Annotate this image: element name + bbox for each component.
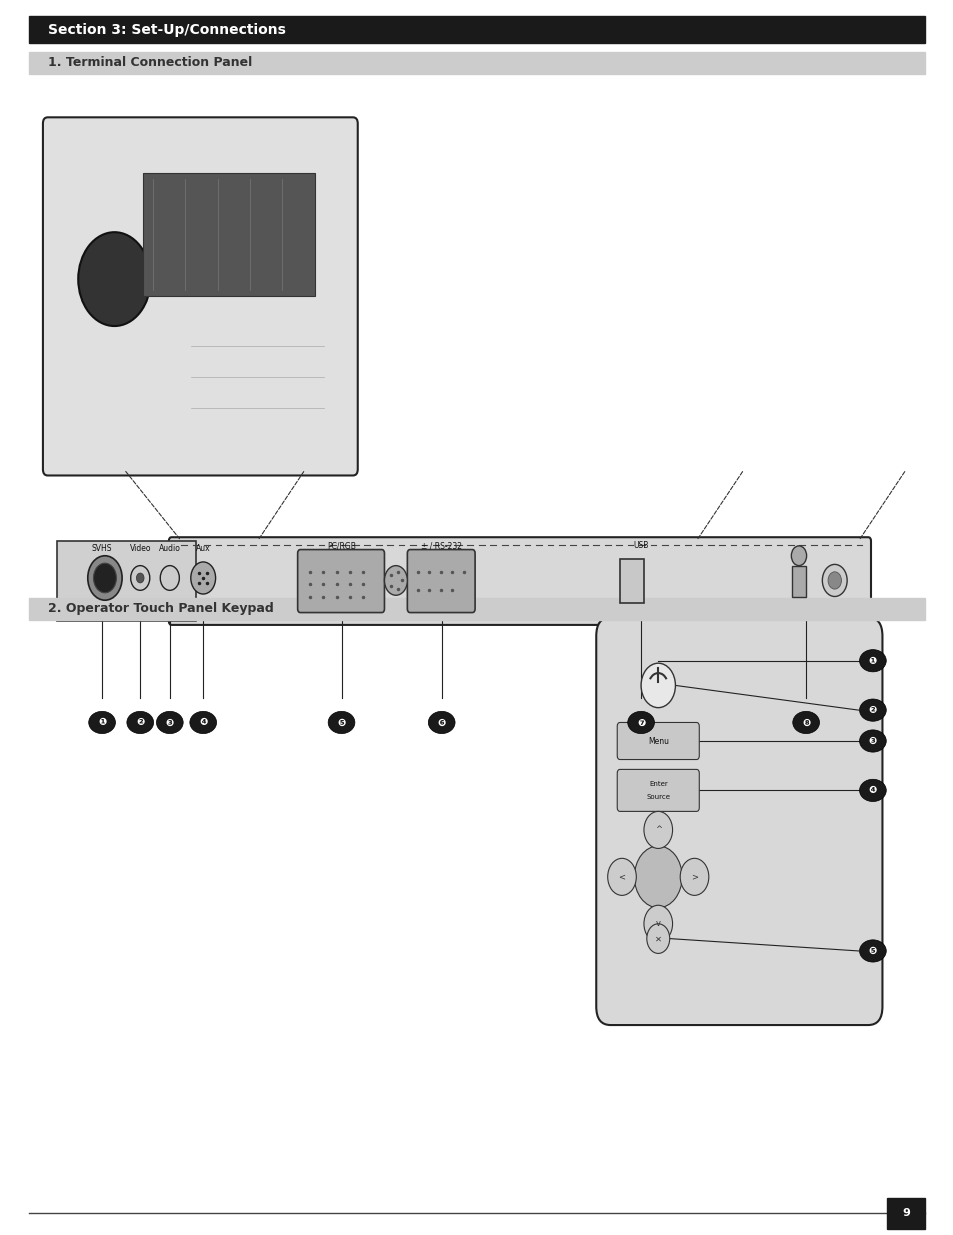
FancyBboxPatch shape	[297, 550, 384, 613]
FancyBboxPatch shape	[617, 722, 699, 760]
Text: ❼: ❼	[637, 718, 644, 727]
Text: ❺: ❺	[337, 718, 345, 727]
Ellipse shape	[627, 711, 654, 734]
Ellipse shape	[127, 711, 153, 734]
Circle shape	[646, 924, 669, 953]
Bar	[29, 52, 924, 74]
Bar	[29, 598, 924, 620]
Text: Audio: Audio	[159, 543, 180, 553]
Circle shape	[790, 546, 805, 566]
Circle shape	[827, 572, 841, 589]
Ellipse shape	[859, 699, 885, 721]
Ellipse shape	[190, 711, 216, 734]
Text: ❶: ❶	[98, 718, 106, 727]
Text: 9: 9	[902, 1208, 909, 1219]
Ellipse shape	[859, 730, 885, 752]
Circle shape	[93, 563, 116, 593]
Circle shape	[131, 566, 150, 590]
Text: USB: USB	[633, 541, 648, 551]
Bar	[791, 566, 805, 597]
Text: >: >	[690, 872, 698, 882]
Text: SVHS: SVHS	[91, 543, 112, 553]
Ellipse shape	[859, 779, 885, 802]
Ellipse shape	[792, 711, 819, 734]
Text: 2. Operator Touch Panel Keypad: 2. Operator Touch Panel Keypad	[48, 603, 274, 615]
Text: Section 3: Set-Up/Connections: Section 3: Set-Up/Connections	[48, 22, 285, 37]
Ellipse shape	[156, 711, 183, 734]
Circle shape	[643, 905, 672, 942]
Ellipse shape	[89, 711, 115, 734]
FancyBboxPatch shape	[169, 537, 870, 625]
Circle shape	[136, 573, 144, 583]
Ellipse shape	[328, 711, 355, 734]
Text: PC/RGB: PC/RGB	[327, 541, 355, 551]
Ellipse shape	[428, 711, 455, 734]
FancyBboxPatch shape	[43, 117, 357, 475]
Circle shape	[640, 663, 675, 708]
Text: ❺: ❺	[868, 946, 876, 956]
Text: Aux: Aux	[195, 543, 211, 553]
Circle shape	[679, 858, 708, 895]
Text: ❹: ❹	[199, 718, 207, 727]
Circle shape	[821, 564, 846, 597]
Text: ❷: ❷	[136, 718, 144, 727]
Text: 1. Terminal Connection Panel: 1. Terminal Connection Panel	[48, 57, 252, 69]
Bar	[619, 559, 643, 603]
FancyBboxPatch shape	[617, 769, 699, 811]
Text: ❹: ❹	[868, 785, 876, 795]
Bar	[886, 1198, 924, 1229]
Circle shape	[607, 858, 636, 895]
Text: ❽: ❽	[801, 718, 809, 727]
FancyBboxPatch shape	[596, 618, 882, 1025]
Bar	[29, 16, 924, 43]
Text: ❸: ❸	[868, 736, 876, 746]
Circle shape	[643, 811, 672, 848]
Text: Source: Source	[645, 794, 670, 799]
Circle shape	[191, 562, 215, 594]
Circle shape	[78, 232, 151, 326]
FancyBboxPatch shape	[407, 550, 475, 613]
Bar	[143, 173, 314, 296]
Text: ^: ^	[654, 825, 661, 835]
Circle shape	[88, 556, 122, 600]
Circle shape	[160, 566, 179, 590]
Text: Video: Video	[130, 543, 151, 553]
Bar	[57, 541, 195, 621]
Text: v: v	[655, 919, 660, 929]
Text: ❻: ❻	[437, 718, 445, 727]
Text: Enter: Enter	[648, 782, 667, 787]
Text: ❸: ❸	[166, 718, 173, 727]
Ellipse shape	[859, 940, 885, 962]
Text: <: <	[618, 872, 625, 882]
Circle shape	[384, 566, 407, 595]
Text: ❶: ❶	[868, 656, 876, 666]
Text: ± / RS-232: ± / RS-232	[421, 541, 461, 551]
Text: ❷: ❷	[868, 705, 876, 715]
Text: Menu: Menu	[647, 736, 668, 746]
Ellipse shape	[859, 650, 885, 672]
Text: ✕: ✕	[654, 934, 661, 944]
Circle shape	[634, 846, 681, 908]
